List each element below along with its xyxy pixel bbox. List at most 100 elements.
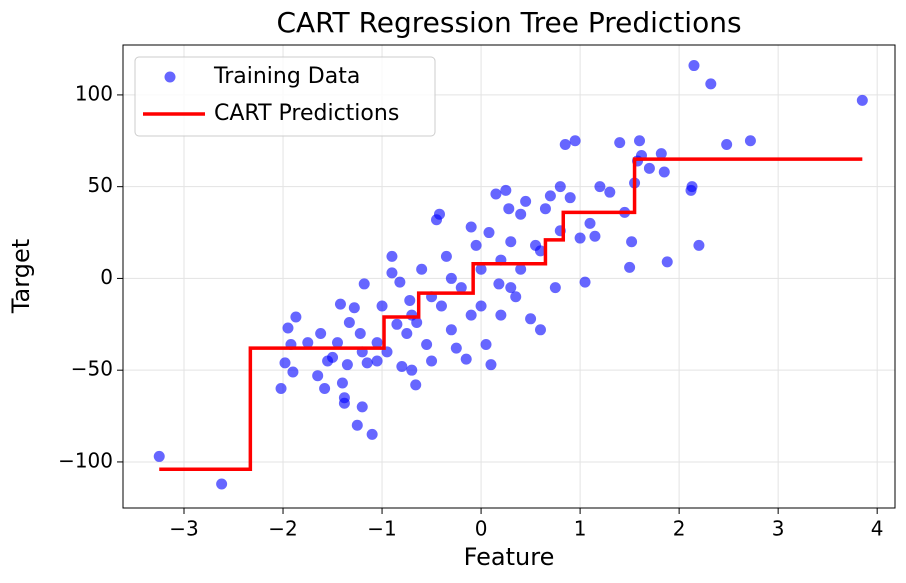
data-point — [661, 256, 673, 268]
y-tick-label: 0 — [100, 265, 113, 289]
data-point — [396, 361, 408, 373]
data-point — [515, 263, 527, 275]
data-point — [312, 370, 324, 382]
data-point — [371, 337, 383, 349]
data-point — [426, 355, 438, 367]
data-point — [658, 166, 670, 178]
y-tick-label: 100 — [75, 81, 113, 105]
data-point — [343, 316, 355, 328]
data-point — [406, 309, 418, 321]
data-point — [455, 282, 467, 294]
data-point — [655, 148, 667, 160]
data-point — [483, 227, 495, 239]
data-point — [361, 357, 373, 369]
data-point — [354, 327, 366, 339]
data-point — [686, 181, 698, 193]
data-point — [376, 300, 388, 312]
data-point — [505, 236, 517, 248]
x-tick-label: −3 — [169, 517, 198, 541]
data-point — [406, 364, 418, 376]
x-tick-label: −1 — [367, 517, 396, 541]
data-point — [338, 392, 350, 404]
data-point — [614, 137, 626, 149]
data-point — [386, 267, 398, 279]
x-tick-label: 4 — [871, 517, 884, 541]
data-point — [450, 342, 462, 354]
x-tick-label: 3 — [772, 517, 785, 541]
data-point — [348, 302, 360, 314]
data-point — [705, 78, 717, 90]
data-point — [579, 276, 591, 288]
data-point — [485, 359, 497, 371]
data-point — [336, 377, 348, 389]
prediction-line — [159, 157, 863, 472]
data-point — [440, 250, 452, 262]
data-point — [445, 272, 457, 284]
data-point — [216, 478, 228, 490]
data-point — [433, 208, 445, 220]
data-point — [341, 359, 353, 371]
legend-box — [134, 56, 436, 137]
data-point — [319, 383, 331, 395]
data-point — [366, 428, 378, 440]
x-tick-label: 2 — [673, 517, 686, 541]
data-point — [500, 184, 512, 196]
data-point — [435, 300, 447, 312]
data-point — [279, 357, 291, 369]
data-point — [643, 162, 655, 174]
data-point — [634, 135, 646, 147]
data-point — [515, 208, 527, 220]
data-point — [490, 188, 502, 200]
data-point — [493, 278, 505, 290]
data-point — [544, 190, 556, 202]
legend-label: CART Predictions — [214, 101, 399, 126]
data-point — [371, 355, 383, 367]
y-tick-label: 50 — [88, 173, 113, 197]
data-point — [475, 300, 487, 312]
data-point — [315, 327, 327, 339]
data-point — [584, 217, 596, 229]
x-tick-label: −2 — [268, 517, 297, 541]
data-point — [302, 337, 314, 349]
data-point — [510, 291, 522, 303]
data-point — [282, 322, 294, 334]
data-point — [421, 338, 433, 350]
data-point — [495, 309, 507, 321]
data-point — [589, 230, 601, 242]
data-point — [604, 186, 616, 198]
y-axis-label: Target — [7, 239, 35, 314]
data-point — [465, 221, 477, 233]
data-point — [327, 351, 339, 363]
data-point — [470, 239, 482, 251]
legend-label: Training Data — [213, 64, 360, 89]
legend: Training Data CART Predictions — [134, 56, 436, 137]
data-point — [688, 60, 700, 72]
data-point — [356, 401, 368, 413]
x-tick-label: 0 — [475, 517, 488, 541]
data-point — [410, 379, 422, 391]
data-point — [351, 419, 363, 431]
data-point — [520, 195, 532, 207]
legend-marker — [164, 71, 176, 83]
data-point — [465, 309, 477, 321]
data-point — [744, 135, 756, 147]
data-point — [358, 278, 370, 290]
data-point — [401, 327, 413, 339]
data-point — [549, 282, 561, 294]
data-point — [416, 263, 428, 275]
data-point — [475, 263, 487, 275]
data-point — [404, 294, 416, 306]
data-point — [594, 181, 606, 193]
data-point — [153, 450, 165, 462]
x-tick-label: 1 — [574, 517, 587, 541]
data-point — [721, 138, 733, 150]
data-point — [624, 261, 636, 273]
data-point — [693, 239, 705, 251]
data-point — [290, 311, 302, 323]
data-point — [386, 250, 398, 262]
data-point — [460, 353, 472, 365]
y-tick-label: −100 — [58, 448, 113, 472]
data-point — [626, 236, 638, 248]
data-point — [503, 203, 515, 215]
data-point — [534, 324, 546, 336]
